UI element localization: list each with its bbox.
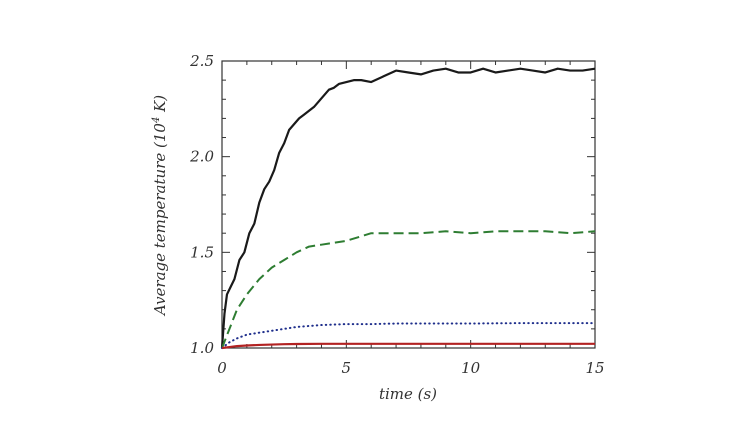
- y-tick-label: 1.0: [190, 339, 214, 357]
- y-axis-label-exponent: 4: [151, 117, 162, 124]
- x-axis-label: time (s): [379, 385, 437, 403]
- series-line-3-dotted: [221, 322, 596, 349]
- x-tick-label: 0: [217, 359, 227, 377]
- x-tick-label: 15: [585, 359, 604, 377]
- series-line-1-solid: [220, 67, 596, 349]
- y-tick-label: 1.5: [190, 243, 214, 261]
- series-layer: [220, 67, 596, 350]
- plot-frame: [221, 60, 596, 349]
- y-tick-label: 2.0: [189, 148, 214, 166]
- series-line-4-solid: [221, 342, 595, 350]
- axis-ticks: [221, 60, 596, 349]
- series-line-2-dashed: [221, 230, 596, 349]
- x-tick-label: 5: [342, 359, 352, 377]
- y-tick-label: 2.5: [189, 52, 214, 70]
- x-tick-label: 10: [461, 359, 481, 377]
- axis-tick-labels: 0 5 10 15 1.0 1.5 2.0 2.5: [189, 52, 604, 377]
- y-axis-label: Average temperature (104 K): [151, 95, 169, 317]
